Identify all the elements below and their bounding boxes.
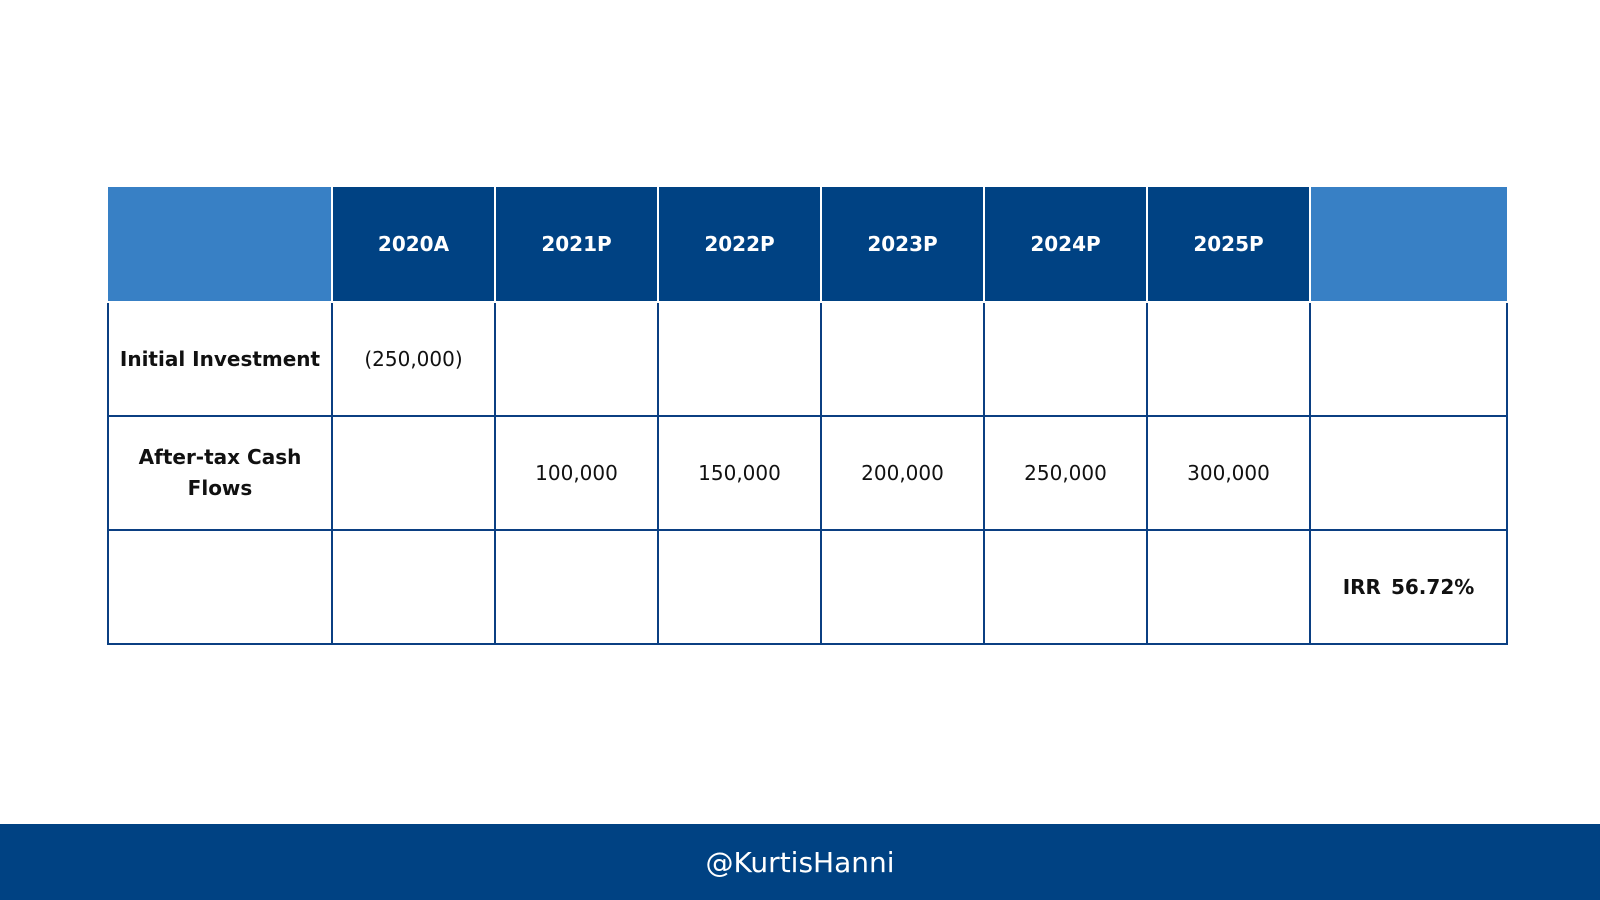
row-label	[107, 529, 333, 645]
header-row: 2020A 2021P 2022P 2023P 2024P 2025P	[108, 187, 1507, 303]
footer-bar: @KurtisHanni	[0, 824, 1600, 900]
irr-table: 2020A 2021P 2022P 2023P 2024P 2025P Init…	[107, 187, 1508, 645]
table-cell	[1309, 415, 1508, 531]
row-label: After-tax Cash Flows	[107, 415, 333, 531]
author-handle: @KurtisHanni	[705, 845, 895, 879]
irr-label: IRR	[1342, 575, 1381, 599]
header-year-2021p: 2021P	[494, 187, 659, 303]
table-cell	[1309, 302, 1508, 417]
table-cell	[657, 529, 822, 645]
header-irr-column	[1309, 187, 1507, 303]
header-year-2022p: 2022P	[657, 187, 822, 303]
table-cell: 250,000	[983, 415, 1148, 531]
table-cell	[494, 302, 659, 417]
header-corner-cell	[108, 187, 333, 303]
header-year-2023p: 2023P	[820, 187, 985, 303]
table-cell	[820, 529, 985, 645]
table-row-after-tax-cash-flows: After-tax Cash Flows 100,000 150,000 200…	[107, 415, 1508, 531]
table-cell	[983, 529, 1148, 645]
table-cell	[1146, 529, 1311, 645]
table-cell: (250,000)	[331, 302, 496, 417]
table-cell	[494, 529, 659, 645]
table-row-initial-investment: Initial Investment (250,000)	[107, 302, 1508, 417]
table-cell	[820, 302, 985, 417]
table-cell	[983, 302, 1148, 417]
table-cell	[331, 415, 496, 531]
irr-result-cell: IRR 56.72%	[1309, 529, 1508, 645]
table-cell: 150,000	[657, 415, 822, 531]
table-cell: 300,000	[1146, 415, 1311, 531]
table-cell	[1146, 302, 1311, 417]
table-cell: 100,000	[494, 415, 659, 531]
header-year-2025p: 2025P	[1146, 187, 1311, 303]
header-year-2024p: 2024P	[983, 187, 1148, 303]
header-year-2020a: 2020A	[331, 187, 496, 303]
irr-value: 56.72%	[1390, 575, 1475, 599]
table-cell	[331, 529, 496, 645]
table-cell	[657, 302, 822, 417]
row-label: Initial Investment	[107, 302, 333, 417]
table-cell: 200,000	[820, 415, 985, 531]
table-row-irr: IRR 56.72%	[107, 529, 1508, 645]
